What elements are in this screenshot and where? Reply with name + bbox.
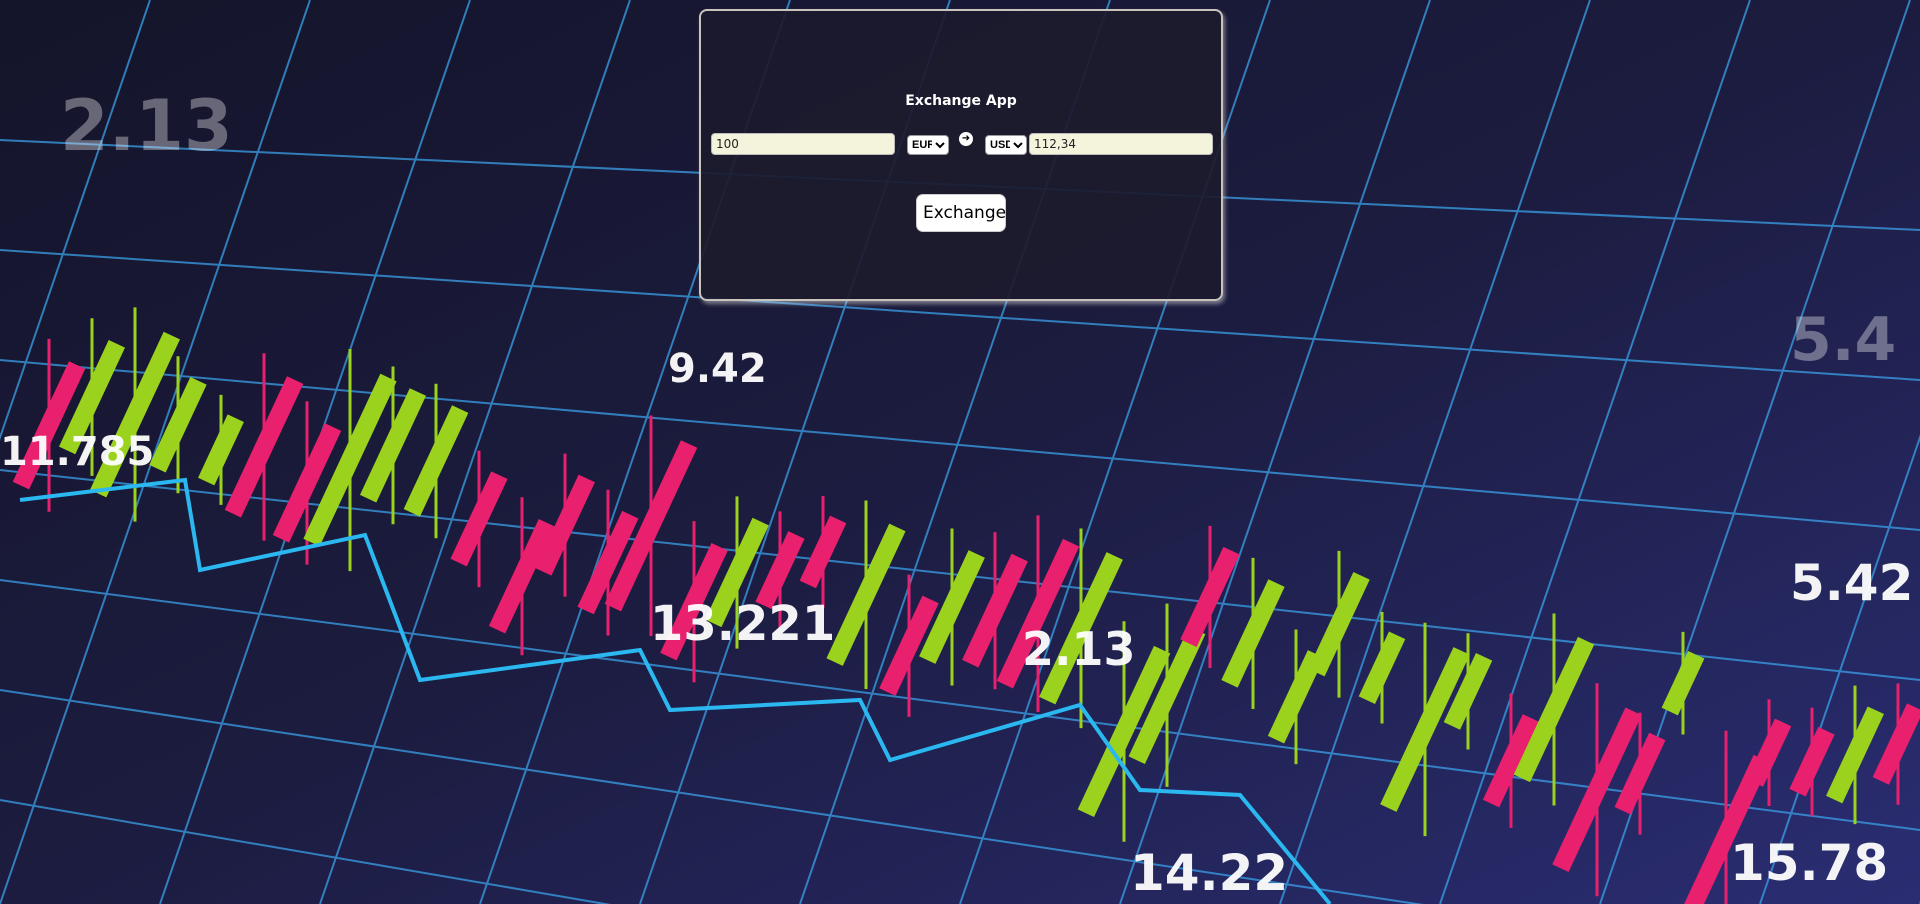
grid-line — [0, 359, 1920, 531]
swap-arrow[interactable]: ➜ — [959, 132, 973, 146]
candle-body — [1443, 653, 1493, 730]
background-label: 11.785 — [0, 429, 154, 475]
candle-body — [577, 510, 639, 615]
background-labels: 2.13 11.785 9.42 13.221 2.13 5.42 14.22 15.78 5.… — [0, 85, 1913, 902]
grid-line — [319, 0, 631, 904]
grid-line — [1279, 0, 1591, 904]
candle-body — [272, 423, 342, 543]
to-currency-select[interactable]: USD — [985, 135, 1027, 155]
candle-body — [879, 595, 939, 696]
grid-line — [1119, 0, 1431, 904]
candle-body — [1128, 626, 1206, 765]
from-currency-select[interactable]: EUR — [907, 135, 949, 155]
exchange-panel: Exchange App EUR ➜ USD Exchange — [699, 9, 1223, 301]
background-label: 2.13 — [1022, 622, 1136, 676]
candle-body — [359, 388, 427, 503]
candle-body — [799, 515, 847, 589]
background-label: 5.4 — [1790, 305, 1896, 375]
candle-body — [1267, 650, 1325, 744]
grid-line — [0, 0, 311, 904]
grid-line — [0, 0, 151, 441]
candle-body — [198, 414, 244, 486]
candle-body — [535, 474, 595, 576]
result-input[interactable] — [1029, 133, 1213, 155]
candle-body — [149, 377, 207, 473]
candle-body — [1513, 636, 1595, 783]
candle-body — [1872, 703, 1920, 785]
candle-body — [1308, 572, 1370, 677]
app-title: Exchange App — [905, 93, 1017, 109]
candle-body — [705, 517, 769, 628]
candle-body — [12, 361, 86, 490]
candle-body — [1482, 714, 1540, 808]
background-label: 15.78 — [1730, 834, 1888, 892]
candle-body — [90, 331, 180, 498]
candle-body — [1661, 650, 1705, 716]
candle-body — [58, 339, 126, 455]
candle-body — [450, 471, 508, 567]
candle-body — [604, 440, 698, 612]
grid-line — [1439, 0, 1751, 904]
candle-body — [1826, 706, 1884, 804]
candle-body — [826, 523, 906, 666]
candles — [12, 307, 1920, 904]
candle-body — [1077, 645, 1171, 818]
candle-body — [660, 542, 728, 661]
candle-body — [1682, 754, 1770, 904]
candle-body — [1180, 546, 1240, 647]
candle-body — [1614, 732, 1666, 815]
background-label: 13.221 — [650, 596, 835, 652]
grid-line — [0, 799, 611, 904]
candle-body — [224, 376, 304, 518]
candle-body — [962, 553, 1028, 668]
candle-body — [403, 405, 469, 517]
candle-body — [1789, 726, 1835, 797]
candle-body — [1746, 718, 1792, 787]
background-label: 2.13 — [60, 85, 233, 167]
candle-body — [996, 538, 1080, 689]
candle-body — [755, 531, 805, 610]
candle-body — [1380, 647, 1470, 812]
trend-line — [19, 477, 1332, 904]
candle-body — [1039, 552, 1123, 705]
candle-body — [303, 373, 397, 547]
background-label: 9.42 — [668, 346, 767, 392]
amount-input[interactable] — [711, 133, 895, 155]
grid-line — [0, 689, 1424, 904]
candle-body — [488, 518, 556, 634]
background-label: 14.22 — [1130, 844, 1288, 902]
candle-body — [1358, 631, 1406, 705]
candle-body — [919, 550, 985, 664]
exchange-button[interactable]: Exchange — [916, 194, 1006, 232]
candle-body — [1552, 707, 1642, 872]
background-label: 5.42 — [1790, 554, 1913, 612]
grid-line — [0, 249, 1920, 381]
candle-body — [1221, 579, 1285, 688]
